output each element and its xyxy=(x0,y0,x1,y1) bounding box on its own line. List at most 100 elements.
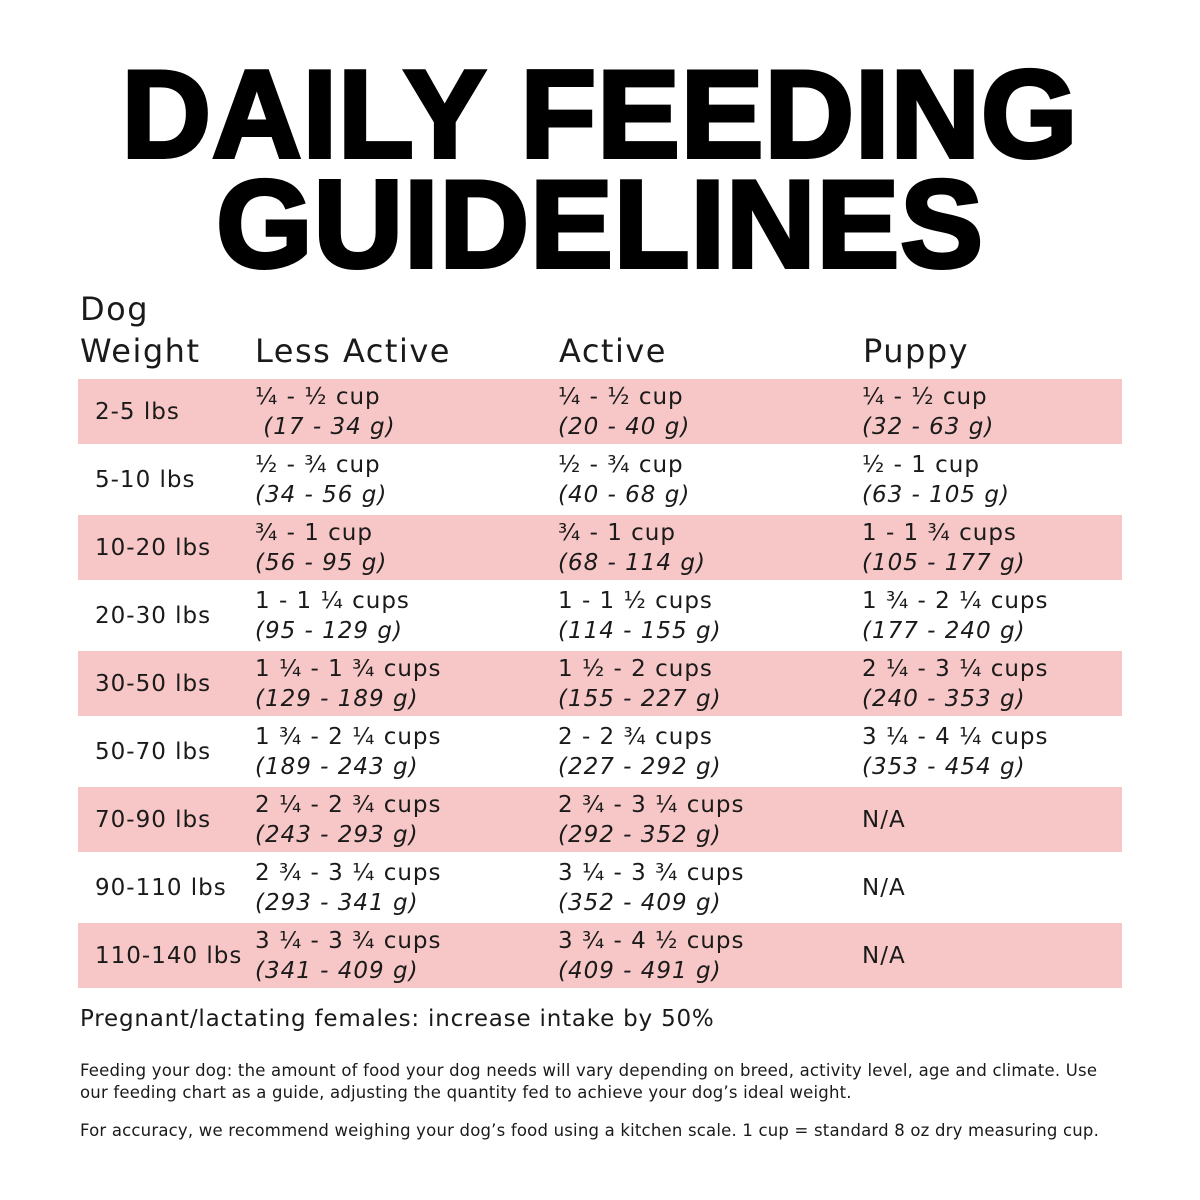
table-row: 5-10 lbs ½ - ¾ cup (34 - 56 g) ½ - ¾ cup (40… xyxy=(78,446,1122,514)
grams-amount: (114 - 155 g) xyxy=(558,618,722,644)
cups-amount: ½ - ¾ cup xyxy=(558,452,684,478)
header-less-active: Less Active xyxy=(255,332,451,370)
table-row: 10-20 lbs ¾ - 1 cup (56 - 95 g) ¾ - 1 cup (6… xyxy=(78,514,1122,582)
grams-amount: (129 - 189 g) xyxy=(255,685,419,712)
puppy-cell: 2 ¼ - 3 ¼ cups (240 - 353 g) xyxy=(862,650,1122,718)
puppy-cell: 1 - 1 ¾ cups (105 - 177 g) xyxy=(862,514,1122,582)
less-active-cell: 1 ¾ - 2 ¼ cups (189 - 243 g) xyxy=(255,718,558,786)
grams-amount: (68 - 114 g) xyxy=(558,549,706,576)
weight-cell: 70-90 lbs xyxy=(78,786,255,854)
cups-amount: 2 ¼ - 3 ¼ cups xyxy=(862,655,1049,682)
cups-amount: N/A xyxy=(862,942,906,969)
table-row: 2-5 lbs ¼ - ½ cup (17 - 34 g) ¼ - ½ cup (20… xyxy=(78,378,1122,446)
cups-amount: 2 - 2 ¾ cups xyxy=(558,724,713,750)
grams-amount: (17 - 34 g) xyxy=(255,413,396,440)
weight-cell: 5-10 lbs xyxy=(95,467,196,493)
table-row: 20-30 lbs 1 - 1 ¼ cups (95 - 129 g) 1 - 1 ½… xyxy=(78,582,1122,650)
feeding-table: 2-5 lbs ¼ - ½ cup (17 - 34 g) ¼ - ½ cup (20… xyxy=(78,378,1122,990)
puppy-cell: ¼ - ½ cup (32 - 63 g) xyxy=(862,378,1122,446)
puppy-cell: ½ - 1 cup (63 - 105 g) xyxy=(862,446,1122,514)
cups-amount: 2 ¾ - 3 ¼ cups xyxy=(255,860,442,886)
header-active: Active xyxy=(559,332,667,370)
grams-amount: (352 - 409 g) xyxy=(558,890,722,916)
active-cell: 3 ¼ - 3 ¾ cups (352 - 409 g) xyxy=(558,854,862,922)
active-cell: 1 - 1 ½ cups (114 - 155 g) xyxy=(558,582,862,650)
less-active-cell: 3 ¼ - 3 ¾ cups (341 - 409 g) xyxy=(255,922,558,990)
grams-amount: (227 - 292 g) xyxy=(558,754,722,780)
header-dog-weight: Dog Weight xyxy=(80,288,200,372)
header-weight-line2: Weight xyxy=(80,332,201,370)
header-weight-line1: Dog xyxy=(80,290,150,328)
grams-amount: (353 - 454 g) xyxy=(862,754,1026,780)
weight-cell: 110-140 lbs xyxy=(78,922,255,990)
cups-amount: 2 ¾ - 3 ¼ cups xyxy=(558,791,745,818)
cups-amount: 1 - 1 ½ cups xyxy=(558,588,713,614)
cups-amount: ½ - 1 cup xyxy=(862,452,980,478)
less-active-cell: 1 ¼ - 1 ¾ cups (129 - 189 g) xyxy=(255,650,558,718)
title-line-1: DAILY FEEDING xyxy=(120,46,1080,184)
less-active-cell: ½ - ¾ cup (34 - 56 g) xyxy=(255,446,558,514)
grams-amount: (56 - 95 g) xyxy=(255,549,388,576)
cups-amount: ¾ - 1 cup xyxy=(558,519,676,546)
weight-cell: 2-5 lbs xyxy=(78,378,255,446)
header-puppy: Puppy xyxy=(863,332,970,370)
grams-amount: (32 - 63 g) xyxy=(862,413,995,440)
title-line-2: GUIDELINES xyxy=(214,156,985,294)
footer-feeding-info: Feeding your dog: the amount of food you… xyxy=(80,1061,1098,1102)
cups-amount: 2 ¼ - 2 ¾ cups xyxy=(255,791,442,818)
grams-amount: (40 - 68 g) xyxy=(558,482,691,508)
puppy-cell: N/A xyxy=(862,854,1122,922)
cups-amount: 1 ¼ - 1 ¾ cups xyxy=(255,655,442,682)
active-cell: ½ - ¾ cup (40 - 68 g) xyxy=(558,446,862,514)
cups-amount: N/A xyxy=(862,806,906,833)
cups-amount: 3 ¼ - 4 ¼ cups xyxy=(862,724,1049,750)
active-cell: 2 - 2 ¾ cups (227 - 292 g) xyxy=(558,718,862,786)
grams-amount: (240 - 353 g) xyxy=(862,685,1026,712)
active-cell: ¾ - 1 cup (68 - 114 g) xyxy=(558,514,862,582)
cups-amount: ¼ - ½ cup xyxy=(862,383,988,410)
table-row: 30-50 lbs 1 ¼ - 1 ¾ cups (129 - 189 g) 1 ½ … xyxy=(78,650,1122,718)
grams-amount: (95 - 129 g) xyxy=(255,618,403,644)
puppy-cell: N/A xyxy=(862,922,1122,990)
footer-accuracy-info: For accuracy, we recommend weighing your… xyxy=(80,1121,1100,1140)
puppy-cell: 3 ¼ - 4 ¼ cups (353 - 454 g) xyxy=(862,718,1122,786)
puppy-cell: N/A xyxy=(862,786,1122,854)
active-cell: ¼ - ½ cup (20 - 40 g) xyxy=(558,378,862,446)
cups-amount: 3 ¾ - 4 ½ cups xyxy=(558,927,745,954)
less-active-cell: 2 ¼ - 2 ¾ cups (243 - 293 g) xyxy=(255,786,558,854)
grams-amount: (20 - 40 g) xyxy=(558,413,691,440)
table-row: 70-90 lbs 2 ¼ - 2 ¾ cups (243 - 293 g) 2 ¾ … xyxy=(78,786,1122,854)
weight-cell: 30-50 lbs xyxy=(78,650,255,718)
table-row: 110-140 lbs 3 ¼ - 3 ¾ cups (341 - 409 g) 3 … xyxy=(78,922,1122,990)
cups-amount: ¼ - ½ cup xyxy=(558,383,684,410)
grams-amount: (105 - 177 g) xyxy=(862,549,1026,576)
table-row: 90-110 lbs 2 ¾ - 3 ¼ cups (293 - 341 g) 3 ¼… xyxy=(78,854,1122,922)
grams-amount: (293 - 341 g) xyxy=(255,890,419,916)
grams-amount: (63 - 105 g) xyxy=(862,482,1010,508)
pregnancy-note: Pregnant/lactating females: increase int… xyxy=(80,1006,715,1032)
weight-cell: 20-30 lbs xyxy=(95,603,212,629)
cups-amount: 1 - 1 ¼ cups xyxy=(255,588,410,614)
cups-amount: 1 ¾ - 2 ¼ cups xyxy=(862,588,1049,614)
cups-amount: 3 ¼ - 3 ¾ cups xyxy=(558,860,745,886)
weight-cell: 90-110 lbs xyxy=(95,875,227,901)
grams-amount: (177 - 240 g) xyxy=(862,618,1026,644)
cups-amount: 1 ¾ - 2 ¼ cups xyxy=(255,724,442,750)
active-cell: 2 ¾ - 3 ¼ cups (292 - 352 g) xyxy=(558,786,862,854)
weight-cell: 50-70 lbs xyxy=(95,739,212,765)
grams-amount: (292 - 352 g) xyxy=(558,821,722,848)
cups-amount: ¼ - ½ cup xyxy=(255,383,381,410)
grams-amount: (189 - 243 g) xyxy=(255,754,419,780)
grams-amount: (341 - 409 g) xyxy=(255,957,419,984)
puppy-cell: 1 ¾ - 2 ¼ cups (177 - 240 g) xyxy=(862,582,1122,650)
less-active-cell: ¼ - ½ cup (17 - 34 g) xyxy=(255,378,558,446)
grams-amount: (409 - 491 g) xyxy=(558,957,722,984)
less-active-cell: 2 ¾ - 3 ¼ cups (293 - 341 g) xyxy=(255,854,558,922)
cups-amount: 3 ¼ - 3 ¾ cups xyxy=(255,927,442,954)
less-active-cell: 1 - 1 ¼ cups (95 - 129 g) xyxy=(255,582,558,650)
table-row: 50-70 lbs 1 ¾ - 2 ¼ cups (189 - 243 g) 2 - … xyxy=(78,718,1122,786)
cups-amount: ¾ - 1 cup xyxy=(255,519,373,546)
cups-amount: N/A xyxy=(862,875,906,901)
less-active-cell: ¾ - 1 cup (56 - 95 g) xyxy=(255,514,558,582)
cups-amount: 1 ½ - 2 cups xyxy=(558,655,713,682)
